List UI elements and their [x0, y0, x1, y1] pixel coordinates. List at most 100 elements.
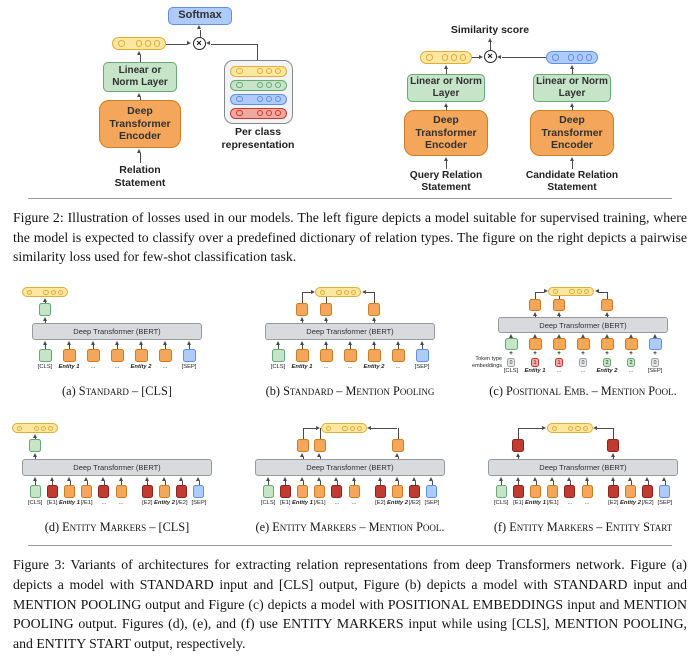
arrowhead	[42, 297, 47, 302]
token-box	[530, 485, 541, 499]
token-box	[98, 485, 110, 499]
token-label: [E2]	[142, 500, 153, 507]
connector-line	[211, 43, 257, 45]
arrowhead	[42, 340, 47, 345]
arrowhead	[206, 41, 210, 45]
diagram-d: Deep Transformer (BERT) [CLS] [E1] Entity 1…	[5, 423, 230, 535]
token-label: ...	[584, 500, 590, 507]
token-label: ...	[351, 500, 357, 507]
output-box	[368, 303, 380, 317]
arrowhead	[652, 333, 657, 338]
token-box	[271, 349, 285, 363]
output-box	[529, 299, 541, 312]
token-box	[193, 485, 205, 499]
token-box	[182, 349, 196, 363]
divider	[28, 545, 672, 547]
token-type-box: 0	[579, 358, 587, 368]
token-box	[576, 338, 590, 351]
output-box	[39, 303, 51, 317]
connector-line	[422, 345, 423, 350]
arrowhead	[49, 476, 54, 481]
embedding-dot	[325, 425, 332, 431]
embedding-dot	[27, 289, 33, 295]
arrowhead	[187, 41, 191, 45]
token-box	[374, 485, 386, 499]
arrowhead	[443, 64, 448, 69]
class-representation-pill	[230, 79, 287, 91]
connector-line	[596, 428, 614, 430]
diagram-caption: (b) Standard – Mention Pooling	[238, 384, 463, 399]
arrowhead	[419, 340, 424, 345]
arrowhead	[347, 340, 352, 345]
arrowhead	[310, 289, 315, 294]
connector-line	[630, 481, 632, 486]
embedding-dot	[582, 425, 588, 431]
embedding-dot	[552, 54, 559, 61]
caption-text: Entity Markers – Entity Start	[509, 520, 673, 535]
caption-prefix: (d)	[44, 520, 63, 535]
token-label: [SEP]	[657, 500, 673, 507]
arrowhead	[593, 425, 598, 430]
token-label: [E1]	[47, 500, 58, 507]
arrowhead	[300, 452, 304, 457]
embedding-dot	[236, 95, 243, 103]
softmax-box: Softmax	[168, 7, 232, 25]
relation-embedding-pill	[546, 423, 593, 434]
connector-line	[35, 457, 37, 460]
arrowhead	[532, 311, 537, 316]
embedding-dot	[585, 54, 592, 61]
connector-line	[446, 107, 447, 110]
class-representation-pill	[230, 107, 287, 119]
arrowhead	[550, 476, 555, 481]
transformer-encoder-box: Deep Transformer Encoder	[404, 110, 488, 156]
embedding-dot	[57, 289, 63, 295]
token-box	[110, 349, 124, 363]
connector-line	[502, 57, 546, 58]
token-label: ...	[90, 364, 96, 371]
output-box	[313, 439, 326, 453]
token-box	[262, 485, 274, 499]
arrowhead	[197, 25, 201, 29]
token-box	[64, 485, 75, 499]
token-label: [SEP]	[181, 364, 197, 371]
arrowhead	[32, 433, 37, 438]
diagram-a: Deep Transformer (BERT) [CLS] Entity 1....…	[5, 287, 230, 399]
token-label: [/E2]	[175, 500, 188, 507]
arrowhead	[317, 452, 322, 457]
caption-prefix: (a)	[62, 384, 79, 399]
embedding-dot	[450, 54, 457, 61]
connector-line	[501, 481, 503, 486]
token-box	[297, 485, 308, 499]
connector-line	[518, 428, 520, 440]
embedding-dot	[135, 40, 142, 47]
transformer-encoder-box: Deep Transformer Encoder	[530, 110, 614, 156]
relation-statement-label: Relation Statement	[114, 164, 166, 189]
connector-line	[380, 481, 382, 486]
token-label: [CLS]	[260, 500, 276, 507]
token-label: [/E1]	[80, 500, 93, 507]
token-type-box: 1	[531, 358, 539, 368]
embedding-dot	[343, 289, 349, 295]
embedding-dot	[551, 425, 557, 431]
arrowhead	[497, 54, 501, 59]
arrowhead	[443, 102, 448, 107]
token-label: [E2]	[375, 500, 386, 507]
bert-bar: Deep Transformer (BERT)	[22, 459, 212, 477]
connector-line	[664, 481, 666, 486]
candidate-statement-label: Candidate Relation Statement	[525, 170, 619, 194]
embedding-dot	[576, 54, 583, 61]
arrowhead	[628, 333, 633, 338]
relation-embedding-pill	[548, 287, 594, 297]
per-class-stack	[224, 60, 293, 124]
embedding-dot	[17, 425, 23, 431]
bert-bar: Deep Transformer (BERT)	[255, 459, 445, 477]
connector-line	[302, 292, 311, 294]
embedding-dot	[567, 54, 574, 61]
embedding-dot	[256, 67, 263, 75]
embedding-dot	[153, 40, 160, 47]
connector-line	[302, 428, 317, 430]
token-box	[158, 349, 172, 363]
arrowhead	[556, 333, 561, 338]
arrowhead	[162, 476, 166, 481]
arrowhead	[395, 340, 400, 345]
